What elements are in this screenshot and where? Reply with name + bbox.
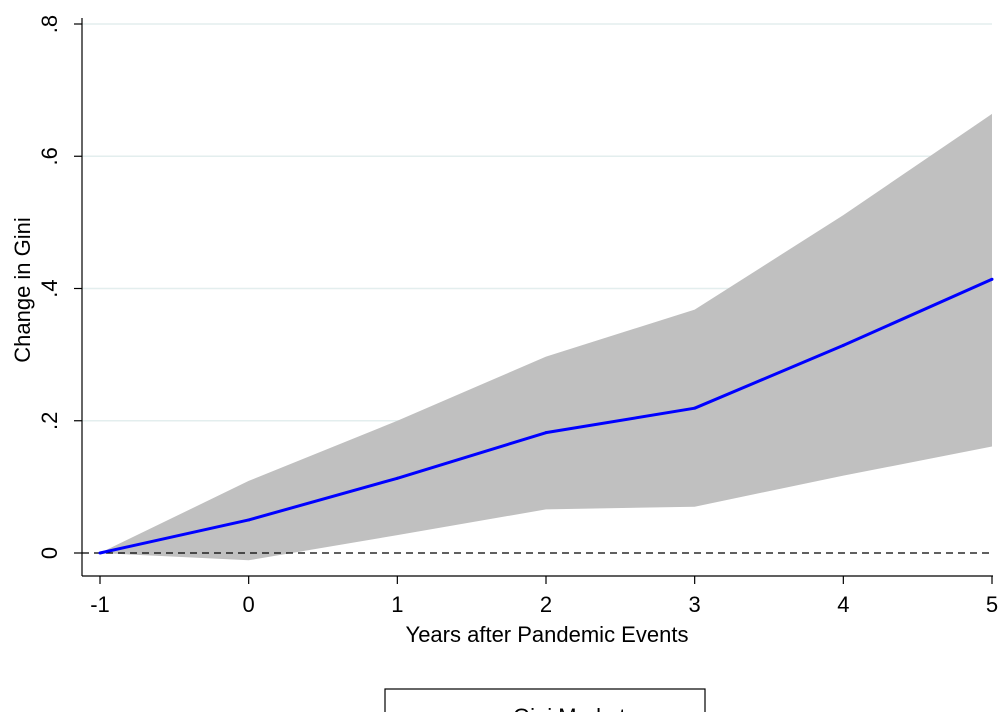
confidence-band-0	[100, 113, 992, 561]
series-lines	[98, 277, 994, 555]
data-point-0-1	[247, 518, 251, 522]
legend-box	[384, 688, 706, 712]
data-point-0-0	[98, 551, 102, 555]
x-tick-label-0: -1	[90, 592, 110, 617]
x-tick-label-6: 5	[986, 592, 998, 617]
y-tick-label-2: .4	[37, 279, 62, 297]
y-tick-label-3: .6	[37, 147, 62, 165]
confidence-band	[100, 113, 992, 561]
data-point-0-3	[544, 431, 548, 435]
y-axis-title: Change in Gini	[10, 217, 35, 363]
legend-label: Gini Market	[513, 704, 625, 712]
x-tick-label-5: 4	[837, 592, 849, 617]
legend: Gini Market	[384, 688, 706, 712]
data-point-0-5	[841, 343, 845, 347]
y-tick-label-0: 0	[37, 547, 62, 559]
data-point-0-2	[395, 476, 399, 480]
axes: 0 .2 .4 .6 .8 -1 0 1 2 3 4 5	[37, 15, 998, 617]
x-tick-label-4: 3	[689, 592, 701, 617]
y-tick-label-1: .2	[37, 412, 62, 430]
data-point-0-4	[693, 406, 697, 410]
x-tick-label-1: 0	[243, 592, 255, 617]
x-axis-title: Years after Pandemic Events	[406, 622, 689, 647]
data-point-0-6	[990, 277, 994, 281]
x-tick-label-3: 2	[540, 592, 552, 617]
x-tick-label-2: 1	[391, 592, 403, 617]
y-tick-label-4: .8	[37, 15, 62, 33]
